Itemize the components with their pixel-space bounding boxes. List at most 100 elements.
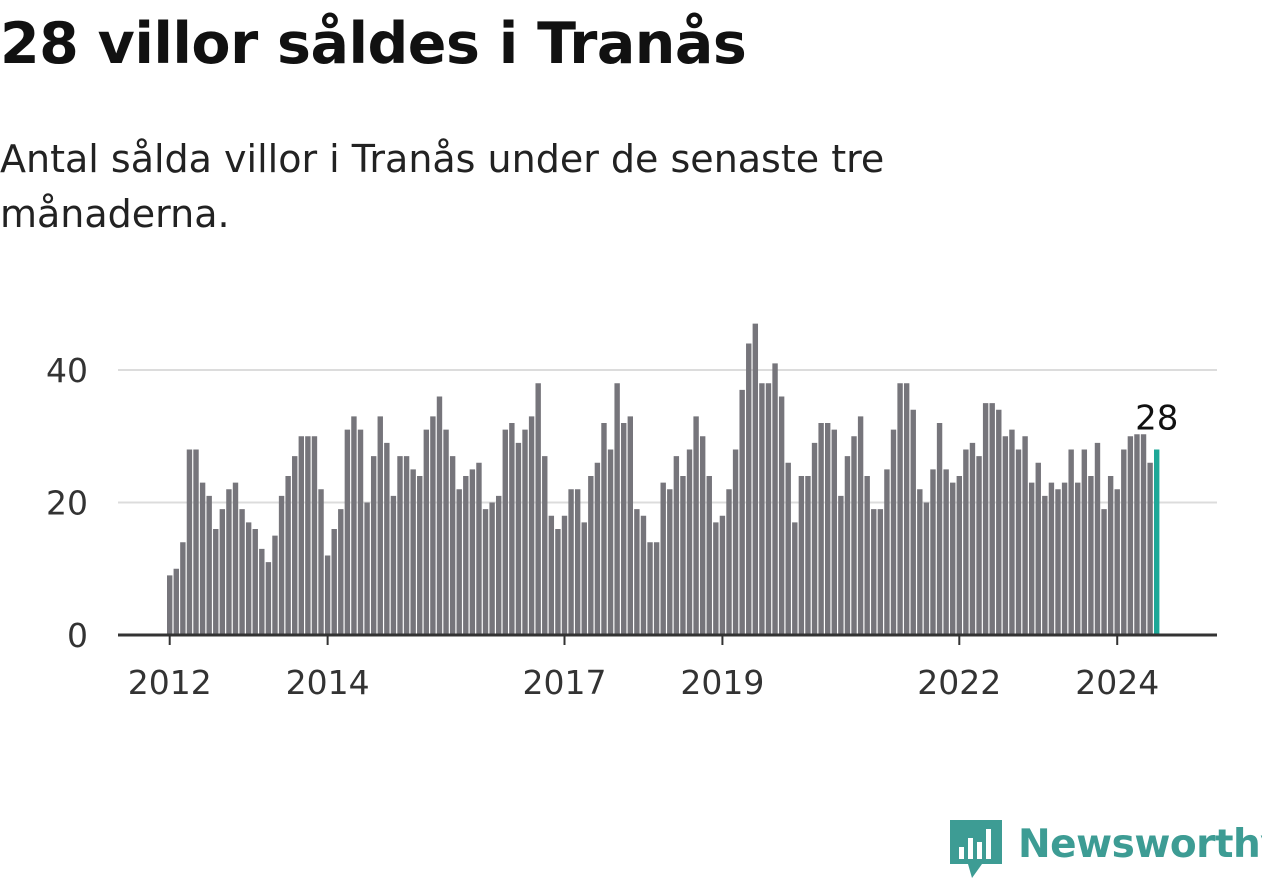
bar xyxy=(752,323,759,636)
bar xyxy=(489,502,495,635)
bar xyxy=(482,509,489,636)
bar xyxy=(792,522,798,636)
bar xyxy=(640,515,647,635)
bar xyxy=(436,396,443,635)
bar xyxy=(746,343,752,635)
bar xyxy=(667,489,673,635)
bar xyxy=(1101,509,1107,636)
bar xyxy=(772,363,778,636)
gridlines xyxy=(118,369,1217,504)
bar xyxy=(561,515,568,635)
bar xyxy=(410,469,416,636)
bar xyxy=(765,383,772,635)
tick-labels: 0 20 40 2012 2014 2017 2019 2022 2024 xyxy=(46,351,1159,702)
bar xyxy=(930,469,936,636)
bar xyxy=(199,482,206,636)
value-annotation: 28 xyxy=(1135,399,1178,439)
bar xyxy=(1147,462,1153,635)
bar xyxy=(673,456,680,636)
bar xyxy=(1134,434,1140,635)
bar xyxy=(890,429,897,636)
bar xyxy=(548,515,555,635)
bar xyxy=(193,449,199,635)
bar xyxy=(1140,434,1147,635)
bar xyxy=(364,502,370,635)
bar xyxy=(686,449,693,635)
y-tick-label: 40 xyxy=(46,351,88,390)
bar xyxy=(186,449,193,635)
bar xyxy=(877,509,884,636)
bar xyxy=(838,495,844,636)
bar xyxy=(1114,489,1120,635)
bar xyxy=(259,548,265,636)
bar xyxy=(956,476,962,635)
bar xyxy=(864,476,870,635)
bar xyxy=(871,509,877,636)
bar xyxy=(417,476,423,635)
bar xyxy=(917,489,923,635)
bar xyxy=(167,575,173,636)
x-tick-label: 2017 xyxy=(523,663,607,702)
bar xyxy=(574,489,581,635)
bar xyxy=(456,489,462,635)
bar xyxy=(542,456,548,636)
bar xyxy=(305,436,311,635)
bar xyxy=(1009,429,1015,636)
bar xyxy=(699,436,706,635)
bar xyxy=(496,495,502,636)
bar xyxy=(706,476,712,635)
bar xyxy=(1028,482,1035,636)
bar xyxy=(213,529,219,635)
bar xyxy=(713,522,719,636)
bar xyxy=(423,429,430,636)
bar xyxy=(397,456,403,636)
bar xyxy=(463,476,469,635)
bar xyxy=(1061,482,1068,636)
bar xyxy=(311,436,318,635)
bar xyxy=(989,403,995,636)
bar xyxy=(614,383,620,635)
bar xyxy=(844,456,851,636)
bar xyxy=(884,469,890,636)
bar xyxy=(825,423,831,635)
bar xyxy=(265,562,272,636)
bar xyxy=(627,416,633,636)
bar xyxy=(1075,482,1081,636)
bar xyxy=(239,509,245,636)
bar xyxy=(996,409,1002,635)
bar xyxy=(528,416,535,636)
x-tick-label: 2012 xyxy=(128,663,212,702)
bar xyxy=(969,442,976,636)
bar xyxy=(693,416,699,636)
bar xyxy=(226,489,232,635)
bar xyxy=(272,535,278,636)
bar xyxy=(1068,449,1074,635)
x-tick-label: 2022 xyxy=(917,663,1001,702)
bar xyxy=(285,476,291,635)
bar xyxy=(910,409,916,635)
bar xyxy=(1088,476,1094,635)
bar xyxy=(607,449,614,635)
bar xyxy=(206,495,212,636)
newsworthy-logo: Newsworthy xyxy=(950,818,1262,880)
bar xyxy=(851,436,857,635)
newsworthy-logo-icon xyxy=(950,820,1002,878)
bar xyxy=(318,489,324,635)
brand-name: Newsworthy xyxy=(1018,822,1262,867)
bar xyxy=(601,423,607,635)
bar xyxy=(509,423,515,635)
bar xyxy=(568,489,574,635)
bar xyxy=(963,449,969,635)
bar xyxy=(515,442,522,636)
bar xyxy=(1042,495,1048,636)
bar xyxy=(338,509,344,636)
bar xyxy=(660,482,666,636)
bar xyxy=(647,542,653,635)
bar xyxy=(726,489,732,635)
bar xyxy=(759,383,765,635)
bar xyxy=(173,568,179,635)
bar xyxy=(621,423,627,635)
chart-subtitle: Antal sålda villor i Tranås under de sen… xyxy=(0,137,885,236)
bar xyxy=(331,529,337,635)
bar xyxy=(298,436,304,635)
